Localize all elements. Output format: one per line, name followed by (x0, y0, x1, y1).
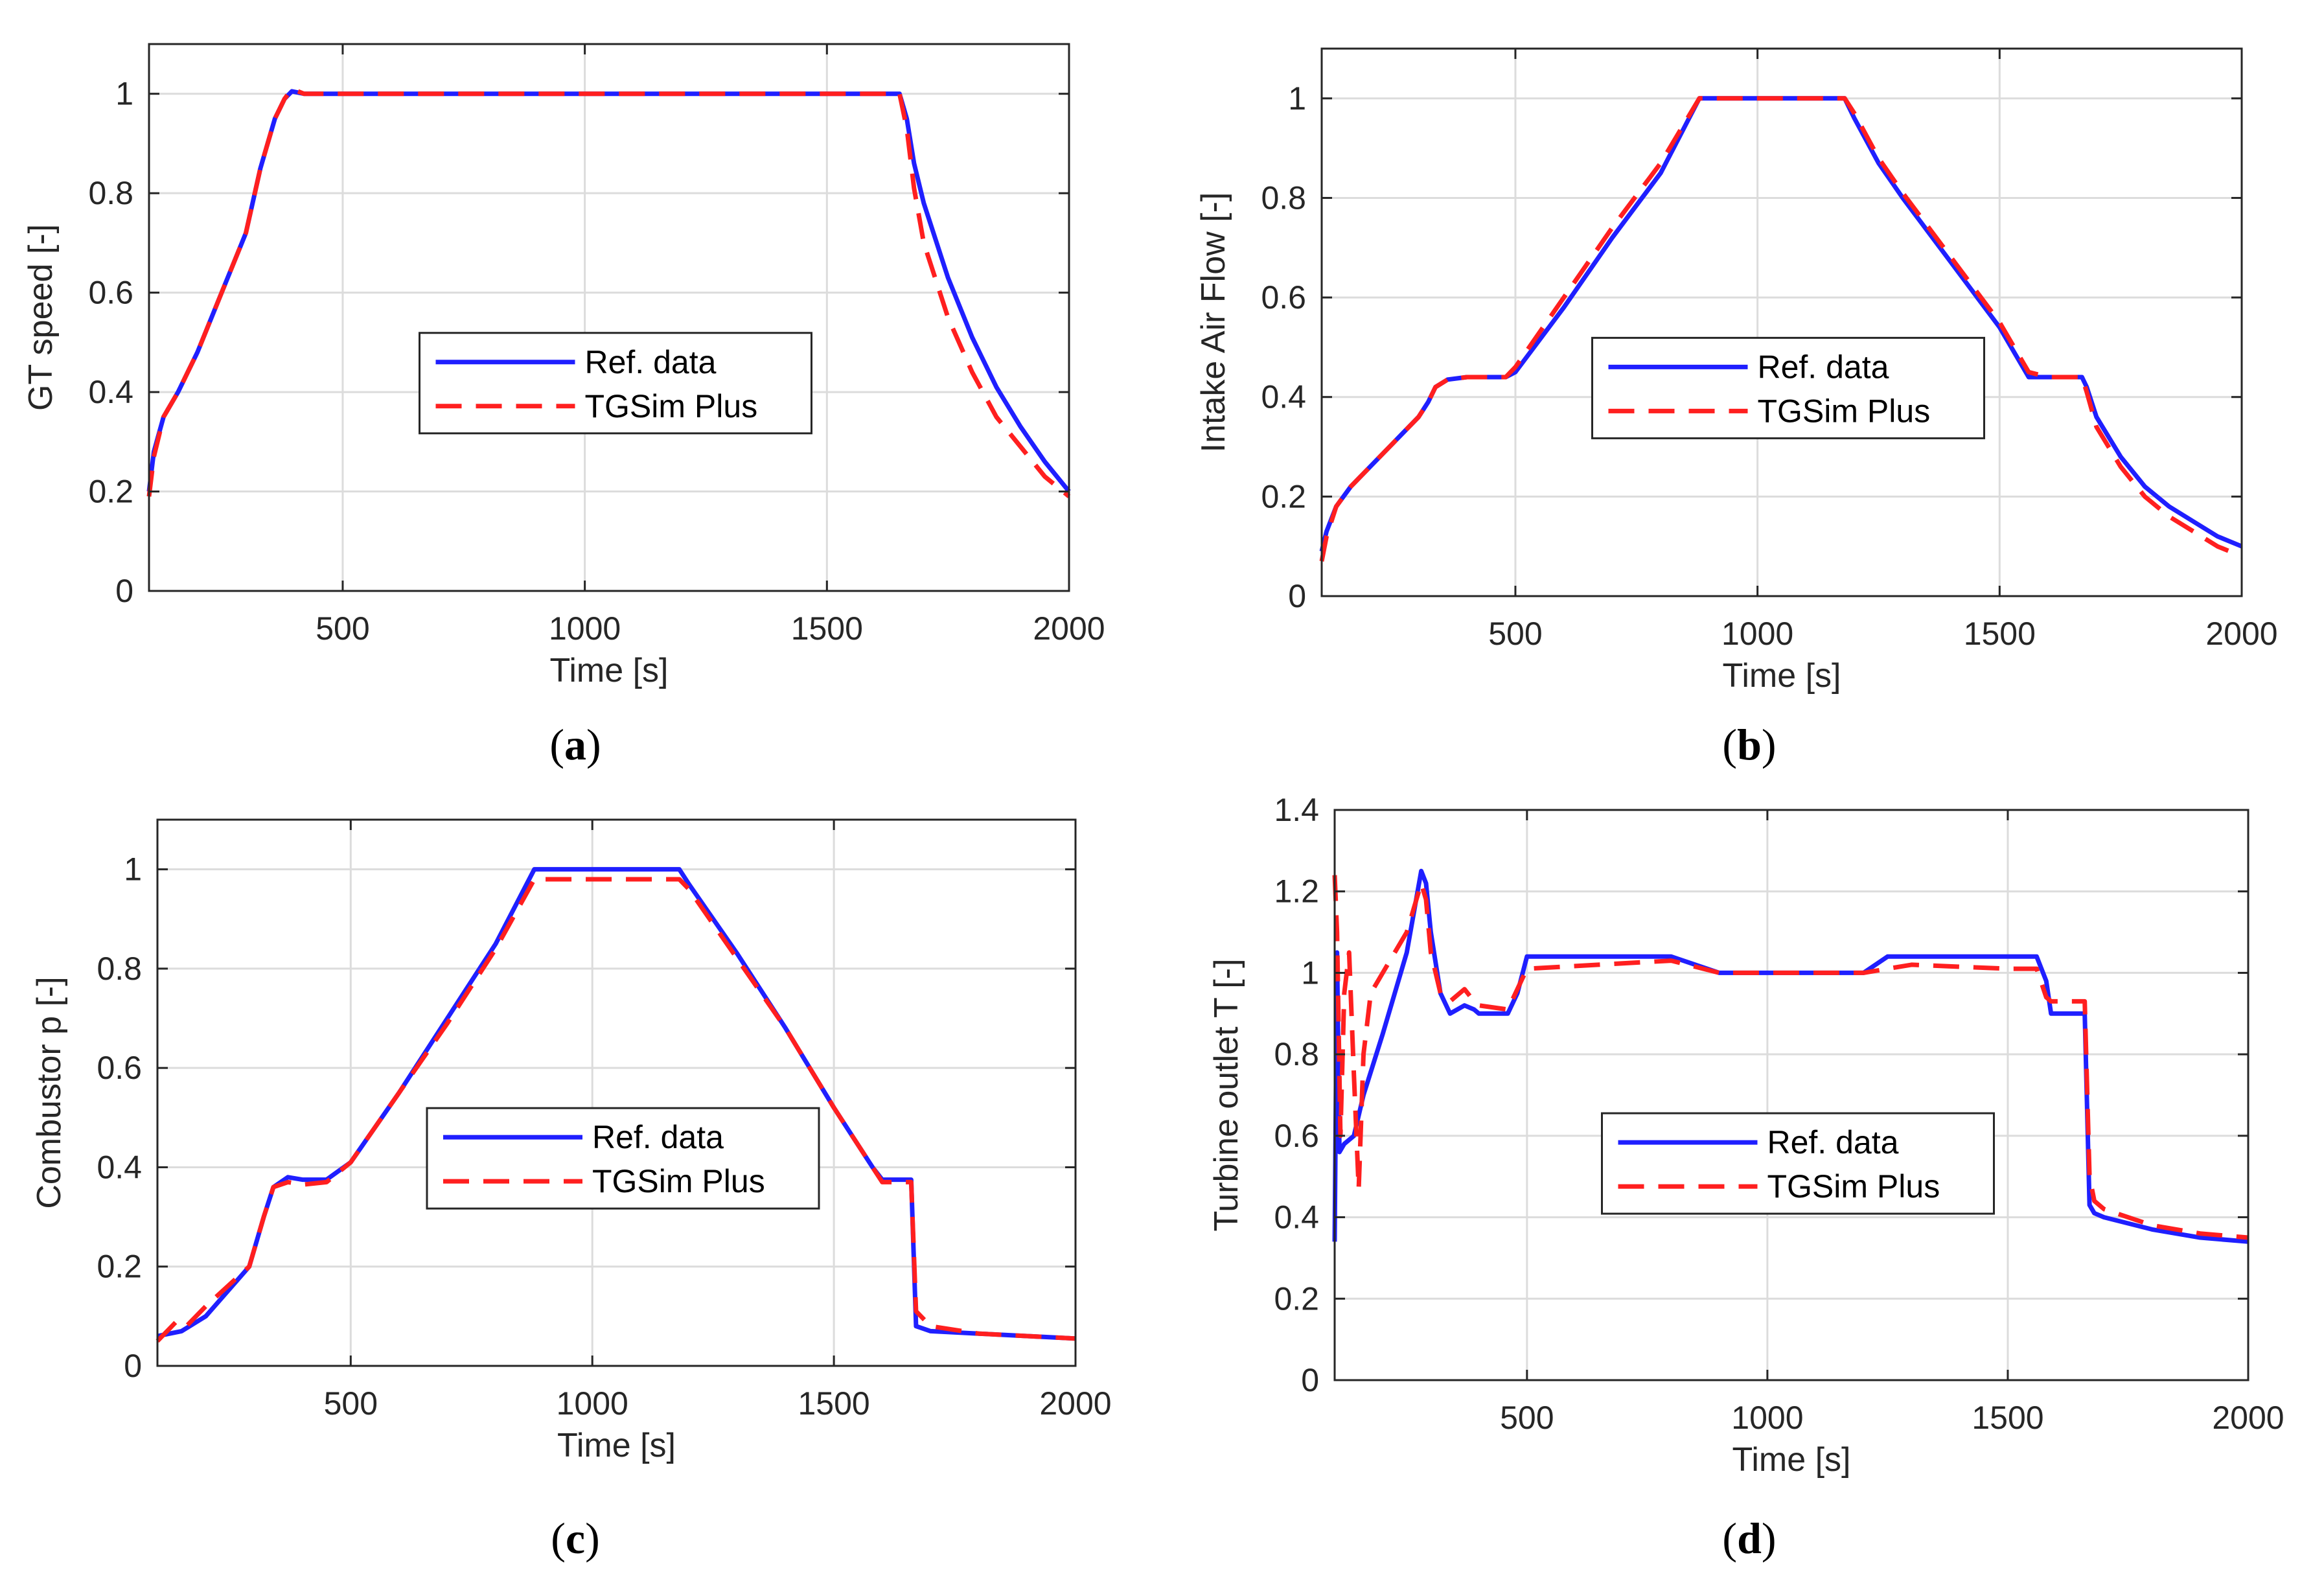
y-tick-label: 0.6 (1261, 279, 1306, 316)
chart-d: 500 1000 1500 2000 0 0.2 0.4 0.6 0.8 1 1.2 1.4 Time … (1208, 792, 2284, 1479)
x-tick-label: 2000 (2205, 616, 2277, 652)
panel-caption-b: (b) (1722, 720, 1777, 769)
x-axis-label: Time [s] (550, 652, 669, 689)
y-axis-label: Combustor p [-] (30, 976, 68, 1208)
x-tick-label: 1500 (791, 610, 863, 647)
x-tick-label: 1000 (1721, 616, 1793, 652)
axes-box (148, 43, 1070, 592)
y-tick-label: 0.6 (88, 275, 133, 311)
x-tick-label: 1000 (1731, 1400, 1803, 1436)
x-tick-label: 500 (1488, 616, 1542, 652)
legend-label-tgsim-plus: TGSim Plus (585, 388, 758, 424)
legend-label-tgsim-plus: TGSim Plus (1758, 393, 1931, 429)
series-line-tgsim-plus (155, 877, 1076, 1343)
legend-label-ref-data: Ref. data (1767, 1124, 1899, 1160)
legend-label-ref-data: Ref. data (585, 344, 717, 380)
y-tick-label: 0.4 (1274, 1199, 1319, 1236)
y-tick-label: 1.2 (1274, 873, 1319, 910)
x-tick-label: 1500 (798, 1385, 869, 1422)
x-tick-label: 500 (324, 1385, 378, 1422)
plot-area (1335, 810, 2248, 1380)
x-tick-label: 1500 (1972, 1400, 2043, 1436)
legend-box (419, 332, 812, 435)
x-axis-label: Time [s] (1732, 1441, 1851, 1479)
plot-area (149, 44, 1069, 591)
y-axis-label: GT speed [-] (22, 224, 60, 411)
y-tick-label: 0.8 (1274, 1036, 1319, 1072)
panel-letter-b: b (1737, 720, 1762, 769)
legend-box (426, 1107, 820, 1210)
x-axis-label: Time [s] (557, 1427, 676, 1464)
legend-label-ref-data: Ref. data (592, 1119, 724, 1155)
y-axis-label: Turbine outlet T [-] (1208, 958, 1245, 1231)
y-tick-label: 1 (115, 76, 133, 112)
y-tick-label: 0 (1301, 1362, 1319, 1398)
legend: Ref. data TGSim Plus (1601, 1112, 1995, 1215)
x-axis-label: Time [s] (1723, 657, 1841, 695)
x-tick-label: 1500 (1964, 616, 2036, 652)
y-tick-label: 0.2 (97, 1249, 142, 1285)
y-tick-label: 0.2 (1274, 1280, 1319, 1317)
legend: Ref. data TGSim Plus (419, 332, 812, 435)
y-tick-label: 0.2 (1261, 478, 1306, 514)
panel-caption-c: (c) (551, 1514, 600, 1563)
y-tick-label: 1.4 (1274, 792, 1319, 828)
x-tick-label: 2000 (1039, 1385, 1111, 1422)
panel-caption-a: (a) (549, 720, 601, 769)
y-tick-label: 0.4 (97, 1149, 142, 1185)
legend-label-tgsim-plus: TGSim Plus (1767, 1168, 1940, 1205)
chart-b: 500 1000 1500 2000 0 0.2 0.4 0.6 0.8 1 Time [s] Int… (1195, 47, 2278, 695)
legend-box (1591, 336, 1985, 439)
x-tick-label: 1000 (549, 610, 621, 647)
series-line-tgsim-plus (146, 86, 1071, 498)
y-axis-label: Intake Air Flow [-] (1195, 192, 1232, 453)
x-tick-label: 2000 (1033, 610, 1105, 647)
series-line-tgsim-plus (1319, 96, 2243, 562)
axes-box (1320, 47, 2243, 597)
axes-box (1333, 809, 2249, 1381)
x-tick-label: 500 (1500, 1400, 1554, 1436)
y-tick-label: 0.4 (88, 374, 133, 410)
y-tick-label: 1 (124, 851, 142, 888)
x-tick-label: 2000 (2212, 1400, 2284, 1436)
y-tick-label: 0 (124, 1348, 142, 1384)
series-line-tgsim-plus (1332, 875, 2249, 1240)
y-tick-label: 0.8 (1261, 179, 1306, 216)
legend-label-tgsim-plus: TGSim Plus (592, 1163, 765, 1199)
x-tick-label: 500 (316, 610, 369, 647)
legend: Ref. data TGSim Plus (426, 1107, 820, 1210)
legend-box (1601, 1112, 1995, 1215)
plot-area (1322, 49, 2242, 596)
y-tick-label: 0.6 (1274, 1118, 1319, 1154)
y-tick-label: 1 (1301, 954, 1319, 991)
y-tick-label: 0.4 (1261, 379, 1306, 415)
x-tick-label: 1000 (557, 1385, 628, 1422)
legend: Ref. data TGSim Plus (1591, 336, 1985, 439)
y-tick-label: 0.6 (97, 1050, 142, 1086)
y-tick-label: 0.8 (97, 951, 142, 987)
plot-area (157, 820, 1076, 1366)
y-tick-label: 0 (1288, 578, 1306, 614)
y-tick-label: 0 (115, 573, 133, 609)
panel-caption-d: (d) (1722, 1514, 1777, 1563)
y-tick-label: 0.2 (88, 474, 133, 510)
y-tick-label: 1 (1288, 80, 1306, 117)
panel-letter-d: d (1737, 1514, 1762, 1563)
panel-letter-c: c (565, 1514, 586, 1563)
chart-c: 500 1000 1500 2000 0 0.2 0.4 0.6 0.8 1 Time [s] Com… (30, 818, 1112, 1464)
axes-box (156, 818, 1077, 1367)
panel-letter-a: a (564, 720, 586, 769)
y-tick-label: 0.8 (88, 175, 133, 211)
chart-a: 500 1000 1500 2000 0 0.2 0.4 0.6 0.8 1 Time [s] GT … (22, 43, 1105, 689)
legend-label-ref-data: Ref. data (1758, 349, 1889, 385)
